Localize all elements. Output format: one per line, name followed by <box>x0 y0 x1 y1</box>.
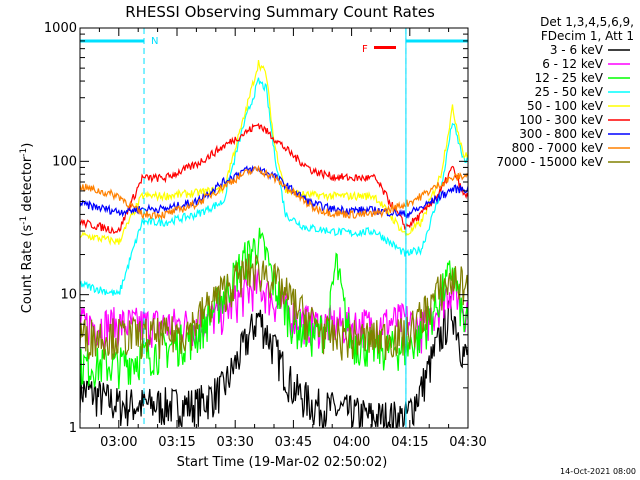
x-tick-label-1: 03:00 <box>100 435 137 450</box>
chart-title: RHESSI Observing Summary Count Rates <box>125 3 435 21</box>
y-label-part-3: ) <box>20 143 35 148</box>
x-axis-label: Start Time (19-Mar-02 02:50:02) <box>177 455 388 470</box>
night-flag-label: N <box>151 36 158 47</box>
legend-label-2: 6 - 12 keV <box>542 57 604 71</box>
footer-date: 14-Oct-2021 08:00 <box>560 467 636 476</box>
series-line-6 <box>80 122 468 235</box>
legend-header-2: FDecim 1, Att 1 <box>541 29 634 43</box>
legend-label-9: 7000 - 15000 keV <box>496 155 603 169</box>
x-tick-label-6: 04:15 <box>391 435 428 450</box>
legend-header-1: Det 1,3,4,5,6,9, <box>540 15 634 29</box>
x-tick-label-5: 04:00 <box>333 435 370 450</box>
legend-label-8: 800 - 7000 keV <box>512 141 604 155</box>
ticks-layer: 03:00 03:15 03:30 03:45 04:00 04:15 04:30 1 10 10… <box>44 21 487 450</box>
series-line-9 <box>80 253 468 361</box>
flags-layer <box>80 28 468 428</box>
y-label-part-1: Count Rate (s <box>20 225 35 314</box>
x-tick-label-2: 03:15 <box>158 435 195 450</box>
x-tick-label-4: 03:45 <box>275 435 312 450</box>
series-line-4 <box>80 77 468 296</box>
flare-flag-label: F <box>362 44 368 55</box>
series-line-8 <box>80 164 468 221</box>
legend-label-3: 12 - 25 keV <box>535 71 604 85</box>
y-label-sup-1: -1 <box>19 216 29 225</box>
series-line-1 <box>80 295 468 428</box>
flare-flag-marker <box>374 46 396 49</box>
y-tick-label-4: 1000 <box>44 21 77 36</box>
legend-label-5: 50 - 100 keV <box>527 99 604 113</box>
series-line-7 <box>80 164 468 219</box>
series-layer <box>80 60 468 428</box>
y-axis-label: Count Rate (s-1 detector-1) <box>19 143 35 314</box>
y-label-sup-2: -1 <box>19 148 29 157</box>
y-tick-label-2: 10 <box>60 288 77 303</box>
legend-label-7: 300 - 800 keV <box>519 127 603 141</box>
x-tick-label-3: 03:30 <box>216 435 253 450</box>
legend-label-4: 25 - 50 keV <box>535 85 604 99</box>
x-tick-label-7: 04:30 <box>449 435 486 450</box>
legend-label-1: 3 - 6 keV <box>550 43 604 57</box>
y-tick-label-1: 1 <box>69 421 77 436</box>
series-line-2 <box>80 268 468 354</box>
legend-label-6: 100 - 300 keV <box>519 113 603 127</box>
y-label-part-2: detector <box>20 156 35 216</box>
y-tick-label-3: 100 <box>52 154 77 169</box>
